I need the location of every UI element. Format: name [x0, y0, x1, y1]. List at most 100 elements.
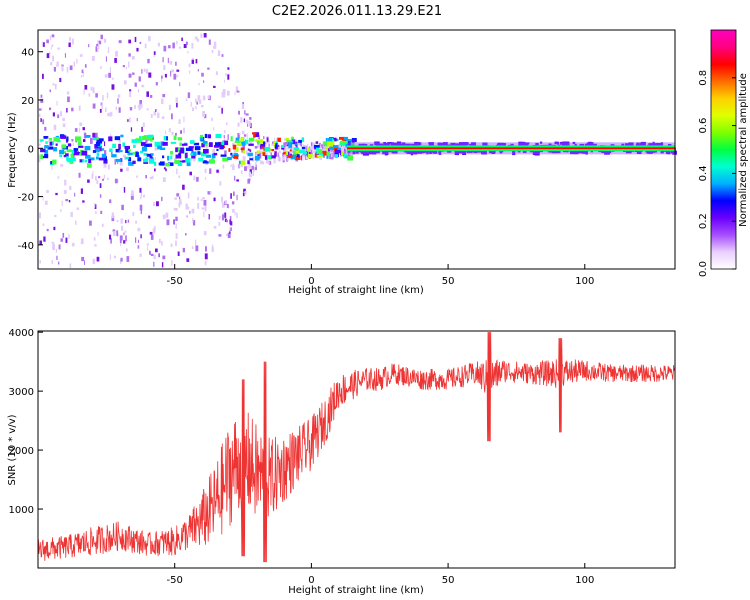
spectrogram-noise-cell: [74, 192, 76, 197]
spectrogram-noise-cell: [125, 248, 128, 252]
spectrogram-noise-cell: [155, 109, 157, 112]
spectrogram-noise-cell: [90, 86, 93, 91]
spectrogram-noise-cell: [173, 73, 177, 80]
spectrogram-noise-cell: [225, 122, 228, 126]
spectrogram-noise-cell: [129, 107, 133, 111]
spectrogram-noise-cell: [268, 161, 270, 165]
spectrogram-noise-cell: [238, 164, 240, 169]
spectrogram-noise-cell: [111, 212, 114, 219]
spectrogram-band-cell: [87, 163, 92, 168]
spectrogram-noise-cell: [351, 151, 354, 156]
spectrogram-noise-cell: [255, 162, 257, 168]
spectrogram-band-cell: [204, 133, 208, 138]
spectrogram-noise-cell: [232, 165, 235, 170]
spectrogram-noise-cell: [227, 74, 230, 80]
spectrogram-noise-cell: [179, 201, 182, 205]
spectrogram-noise-cell: [202, 197, 205, 200]
spectrogram-band-cell: [128, 152, 133, 156]
spectrogram-noise-cell: [170, 243, 173, 248]
spectrogram-band-cell: [463, 142, 469, 146]
spectrogram-noise-cell: [229, 230, 231, 234]
spectrogram-band-cell: [556, 141, 559, 145]
spectrogram-band-cell: [167, 155, 170, 161]
spectrogram-noise-cell: [125, 66, 127, 70]
spectrogram-noise-cell: [227, 67, 230, 70]
spectrogram-noise-cell: [211, 49, 214, 54]
spectrogram-noise-cell: [233, 191, 235, 197]
spectrogram-noise-cell: [98, 176, 101, 179]
spectrogram-band-cell: [242, 150, 245, 154]
spectrogram-band-cell: [325, 146, 328, 151]
spectrogram-band-cell: [291, 139, 296, 145]
spectrogram-band-cell: [442, 142, 448, 147]
spectrogram-noise-cell: [123, 232, 125, 236]
page-title: C2E2.2026.011.13.29.E21: [272, 4, 442, 19]
spectrogram-band-cell: [214, 145, 219, 148]
spectrogram-y-tick-label: 20: [21, 96, 34, 107]
spectrogram-noise-cell: [40, 98, 44, 103]
spectrogram-noise-cell: [42, 119, 45, 125]
spectrogram-band-cell: [190, 153, 193, 156]
spectrogram-noise-cell: [91, 174, 94, 179]
spectrogram-noise-cell: [269, 156, 271, 162]
spectrogram-noise-cell: [252, 170, 255, 176]
spectrogram-band-cell: [176, 147, 182, 152]
spectrogram-noise-cell: [66, 66, 69, 73]
spectrogram-noise-cell: [105, 56, 107, 62]
spectrogram-noise-cell: [145, 139, 148, 143]
spectrogram-noise-cell: [121, 204, 124, 211]
spectrogram-noise-cell: [57, 176, 60, 179]
spectrogram-band-cell: [160, 141, 164, 146]
spectrogram-noise-cell: [270, 152, 272, 157]
spectrogram-band-cell: [332, 139, 335, 145]
spectrogram-noise-cell: [297, 141, 300, 146]
spectrogram-noise-cell: [243, 118, 246, 123]
spectrogram-noise-cell: [203, 80, 205, 83]
spectrogram-noise-cell: [244, 191, 247, 195]
spectrogram-band-cell: [80, 159, 83, 163]
spectrogram-noise-cell: [225, 73, 227, 76]
spectrogram-noise-cell: [126, 256, 130, 262]
spectrogram-noise-cell: [247, 148, 250, 151]
spectrogram-noise-cell: [169, 60, 173, 65]
spectrogram-noise-cell: [204, 205, 207, 212]
spectrogram-noise-cell: [201, 105, 204, 108]
spectrogram-noise-cell: [203, 211, 205, 218]
spectrogram-noise-cell: [149, 250, 151, 255]
spectrogram-noise-cell: [213, 197, 216, 202]
spectrogram-band-cell: [122, 142, 125, 147]
spectrogram-band-cell: [255, 139, 260, 142]
spectrogram-band-cell: [203, 152, 207, 155]
spectrogram-noise-cell: [187, 51, 189, 54]
spectrogram-noise-cell: [116, 220, 119, 223]
spectrogram-noise-cell: [249, 140, 253, 146]
spectrogram-noise-cell: [66, 91, 70, 95]
spectrogram-band-cell: [203, 140, 206, 145]
spectrogram-band-cell: [324, 151, 330, 156]
spectrogram-noise-cell: [170, 70, 172, 77]
spectrogram-noise-cell: [222, 213, 226, 219]
spectrogram-noise-cell: [117, 94, 121, 98]
spectrogram-band-cell: [200, 134, 204, 138]
spectrogram-noise-cell: [62, 123, 66, 128]
spectrogram-noise-cell: [347, 152, 350, 156]
spectrogram-band-cell: [518, 141, 522, 147]
spectrogram-noise-cell: [69, 263, 72, 269]
spectrogram-noise-cell: [274, 151, 277, 157]
spectrogram-band-cell: [153, 161, 157, 166]
spectrogram-noise-cell: [205, 246, 207, 252]
spectrogram-band-cell: [249, 158, 254, 161]
snr-y-axis: 1000 2000 3000 4000: [9, 328, 43, 516]
spectrogram-band-cell: [78, 145, 84, 148]
spectrogram-noise-cell: [191, 147, 194, 153]
spectrogram-noise-cell: [80, 188, 83, 194]
spectrogram-noise-cell: [53, 67, 56, 72]
spectrogram-noise-cell: [163, 45, 167, 52]
spectrogram-noise-cell: [265, 160, 269, 164]
spectrogram-noise-cell: [248, 163, 252, 169]
spectrogram-band-cell: [43, 136, 48, 139]
spectrogram-noise-cell: [140, 196, 142, 200]
spectrogram-noise-cell: [343, 145, 347, 150]
spectrogram-noise-cell: [109, 67, 111, 73]
spectrogram-noise-cell: [176, 103, 178, 108]
